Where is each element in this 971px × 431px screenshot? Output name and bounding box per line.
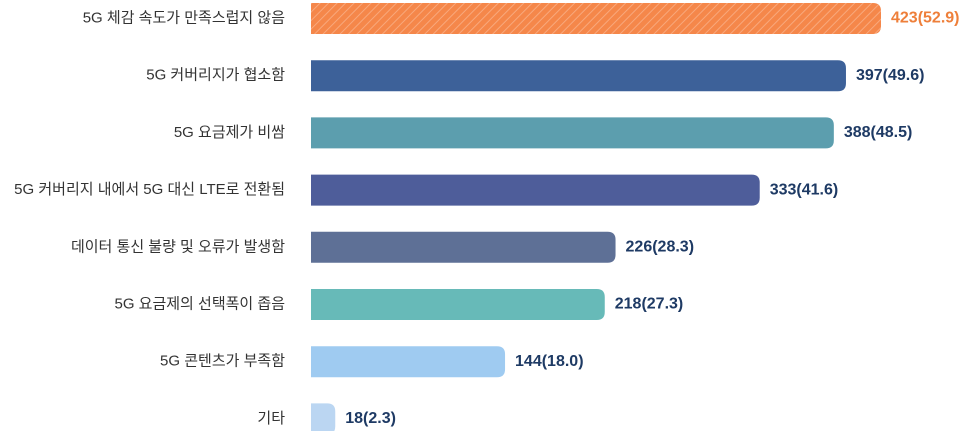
category-label: 5G 요금제의 선택폭이 좁음 <box>114 295 285 312</box>
bar <box>311 346 506 378</box>
value-label: 218(27.3) <box>615 296 684 313</box>
bar <box>311 289 605 320</box>
bar <box>311 231 616 263</box>
value-label: 423(52.9) <box>891 10 960 27</box>
category-label: 5G 콘텐츠가 부족함 <box>160 353 285 370</box>
value-label: 333(41.6) <box>770 181 839 198</box>
bar <box>311 403 336 431</box>
bar <box>311 117 834 149</box>
bar <box>311 60 846 92</box>
value-label: 397(49.6) <box>856 67 925 84</box>
bar <box>311 174 760 206</box>
category-label: 데이터 통신 불량 및 오류가 발생함 <box>71 238 285 255</box>
bar-hatch-overlay <box>311 3 881 34</box>
category-label: 5G 커버리지가 협소함 <box>146 67 285 84</box>
value-label: 226(28.3) <box>626 239 695 256</box>
value-label: 388(48.5) <box>844 124 913 141</box>
category-label: 기타 <box>257 410 285 427</box>
bars-layer: 5G 체감 속도가 만족스럽지 않음 423(52.9) 5G 커버리지가 협소함 3… <box>14 3 960 431</box>
category-label: 5G 커버리지 내에서 5G 대신 LTE로 전환됨 <box>14 181 285 198</box>
value-label: 144(18.0) <box>515 353 584 370</box>
category-label: 5G 요금제가 비쌈 <box>174 124 285 141</box>
category-label: 5G 체감 속도가 만족스럽지 않음 <box>83 9 285 26</box>
value-label: 18(2.3) <box>345 410 396 427</box>
